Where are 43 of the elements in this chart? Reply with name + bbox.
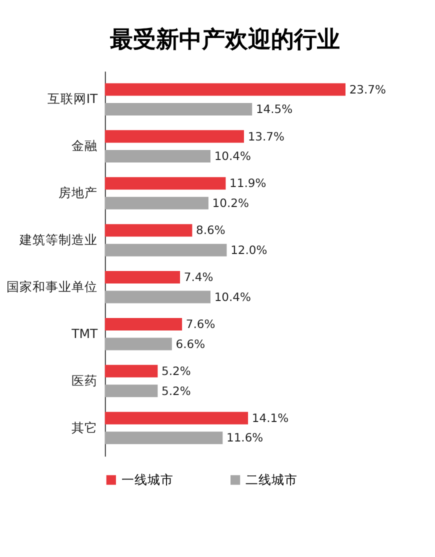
bar (104, 412, 248, 424)
y-tick-label: 互联网IT (47, 91, 98, 106)
chart-title: 最受新中产欢迎的行业 (109, 26, 340, 54)
data-label: 13.7% (248, 129, 285, 144)
bar (104, 432, 223, 444)
data-label: 10.4% (214, 149, 252, 164)
data-label: 7.6% (186, 317, 216, 332)
legend-label: 一线城市 (121, 472, 174, 487)
data-label: 14.1% (252, 410, 289, 425)
bar (104, 177, 226, 190)
data-label: 7.4% (184, 270, 214, 284)
data-label: 12.0% (230, 242, 268, 257)
y-tick-label: 国家和事业单位 (6, 279, 98, 294)
y-tick-label: 房地产 (58, 185, 98, 200)
data-label: 10.2% (212, 196, 249, 210)
data-label: 5.2% (162, 364, 191, 378)
data-label: 6.6% (176, 336, 206, 351)
bar (104, 338, 172, 350)
y-tick-label: 建筑等制造业 (18, 232, 98, 248)
bar (104, 290, 210, 304)
bar (104, 83, 346, 96)
y-tick-label: 其它 (72, 420, 98, 435)
bar (104, 384, 158, 398)
bar (104, 196, 208, 210)
bar (104, 224, 192, 237)
data-label: 14.5% (256, 102, 293, 116)
data-label: 11.6% (226, 430, 264, 445)
y-tick-label: 金融 (72, 138, 98, 154)
bar (104, 364, 158, 378)
data-label: 8.6% (196, 223, 226, 238)
y-tick-label: TMT (70, 326, 98, 341)
y-tick-label: 医药 (72, 372, 98, 388)
data-label: 23.7% (349, 82, 386, 96)
legend-label: 二线城市 (245, 472, 298, 487)
data-label: 10.4% (214, 290, 252, 304)
bar (104, 318, 182, 330)
bar (104, 244, 227, 256)
bar (104, 130, 244, 143)
data-label: 11.9% (230, 176, 266, 190)
bar (104, 150, 210, 162)
bar (104, 271, 180, 284)
bar (104, 103, 252, 116)
data-label: 5.2% (162, 384, 191, 398)
